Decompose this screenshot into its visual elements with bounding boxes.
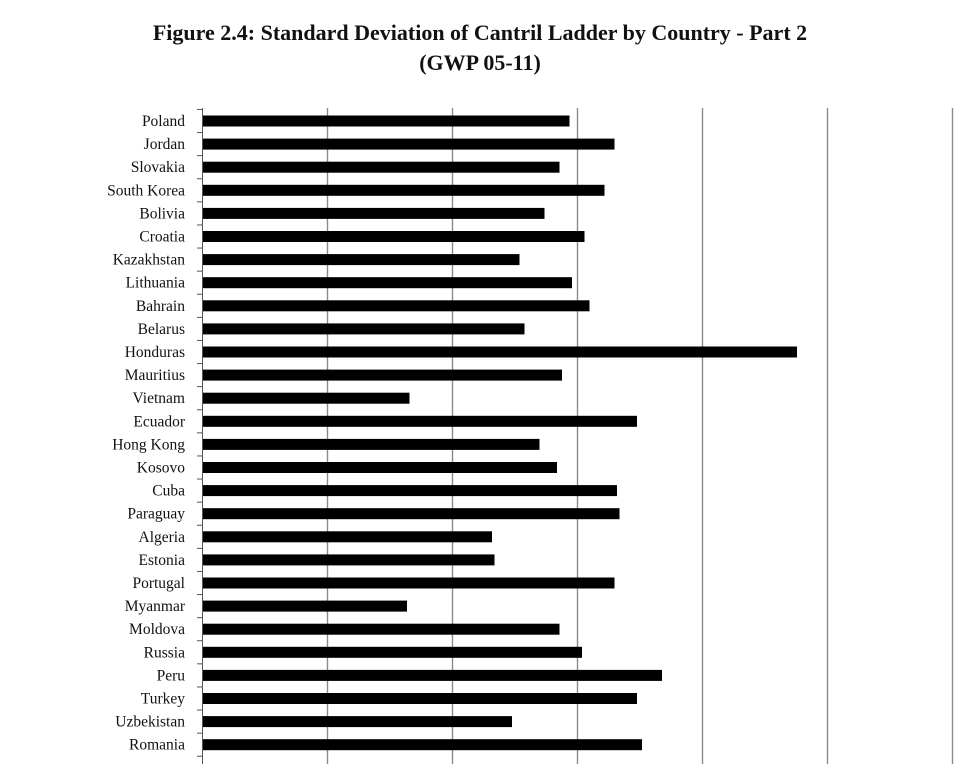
category-label: Belarus [138, 321, 185, 338]
category-label: Portugal [132, 575, 185, 592]
category-label: Hong Kong [112, 436, 185, 453]
bar-romania [203, 739, 642, 751]
bar-south-korea [203, 184, 605, 196]
bar-russia [203, 646, 582, 658]
category-label: Croatia [139, 229, 185, 246]
bar-algeria [203, 531, 492, 543]
y-axis [197, 108, 203, 764]
category-label: Kosovo [137, 460, 185, 477]
category-label: Lithuania [126, 275, 186, 292]
bar-poland [203, 115, 570, 127]
bar-lithuania [203, 277, 572, 289]
bar-uzbekistan [203, 716, 512, 728]
bar-paraguay [203, 508, 620, 520]
category-label: Russia [144, 644, 185, 661]
bar-portugal [203, 577, 615, 589]
category-labels: Poland Jordan Slovakia South Korea Bolivia Cr… [107, 113, 186, 754]
category-label: South Korea [107, 182, 185, 199]
category-label: Romania [129, 737, 185, 754]
category-label: Peru [157, 667, 186, 684]
bar-ecuador [203, 415, 637, 427]
category-label: Honduras [125, 344, 185, 361]
category-label: Vietnam [133, 390, 185, 407]
category-label: Algeria [139, 529, 186, 546]
bar-bolivia [203, 207, 545, 219]
category-label: Moldova [129, 621, 185, 638]
category-label: Kazakhstan [113, 252, 186, 269]
category-label: Mauritius [125, 367, 185, 384]
bar-jordan [203, 138, 615, 150]
bar-slovakia [203, 161, 560, 173]
bar-estonia [203, 554, 495, 566]
bar-vietnam [203, 392, 410, 404]
category-label: Myanmar [125, 598, 186, 615]
category-label: Slovakia [131, 159, 185, 176]
bar-moldova [203, 623, 560, 635]
chart-title: Figure 2.4: Standard Deviation of Cantri… [152, 20, 808, 45]
bar-peru [203, 669, 662, 681]
category-label: Paraguay [127, 506, 185, 523]
category-label: Poland [142, 113, 185, 130]
category-label: Uzbekistan [115, 714, 185, 731]
bar-kazakhstan [203, 254, 520, 266]
bar-cuba [203, 485, 617, 497]
category-label: Turkey [141, 691, 185, 708]
category-label: Ecuador [133, 413, 185, 430]
bar-mauritius [203, 369, 562, 381]
category-label: Estonia [139, 552, 186, 569]
bar-belarus [203, 323, 525, 335]
bar-honduras [203, 346, 797, 358]
category-label: Cuba [152, 483, 185, 500]
category-label: Jordan [144, 136, 186, 153]
bar-kosovo [203, 462, 557, 473]
category-label: Bahrain [136, 298, 185, 315]
bar-myanmar [203, 600, 407, 612]
gridlines [326, 108, 954, 764]
chart-subtitle: (GWP 05-11) [419, 50, 541, 75]
bars [203, 115, 797, 751]
category-label: Bolivia [139, 205, 185, 222]
bar-bahrain [203, 300, 590, 312]
bar-turkey [203, 693, 637, 704]
bar-croatia [203, 231, 585, 242]
bar-hong-kong [203, 438, 540, 450]
